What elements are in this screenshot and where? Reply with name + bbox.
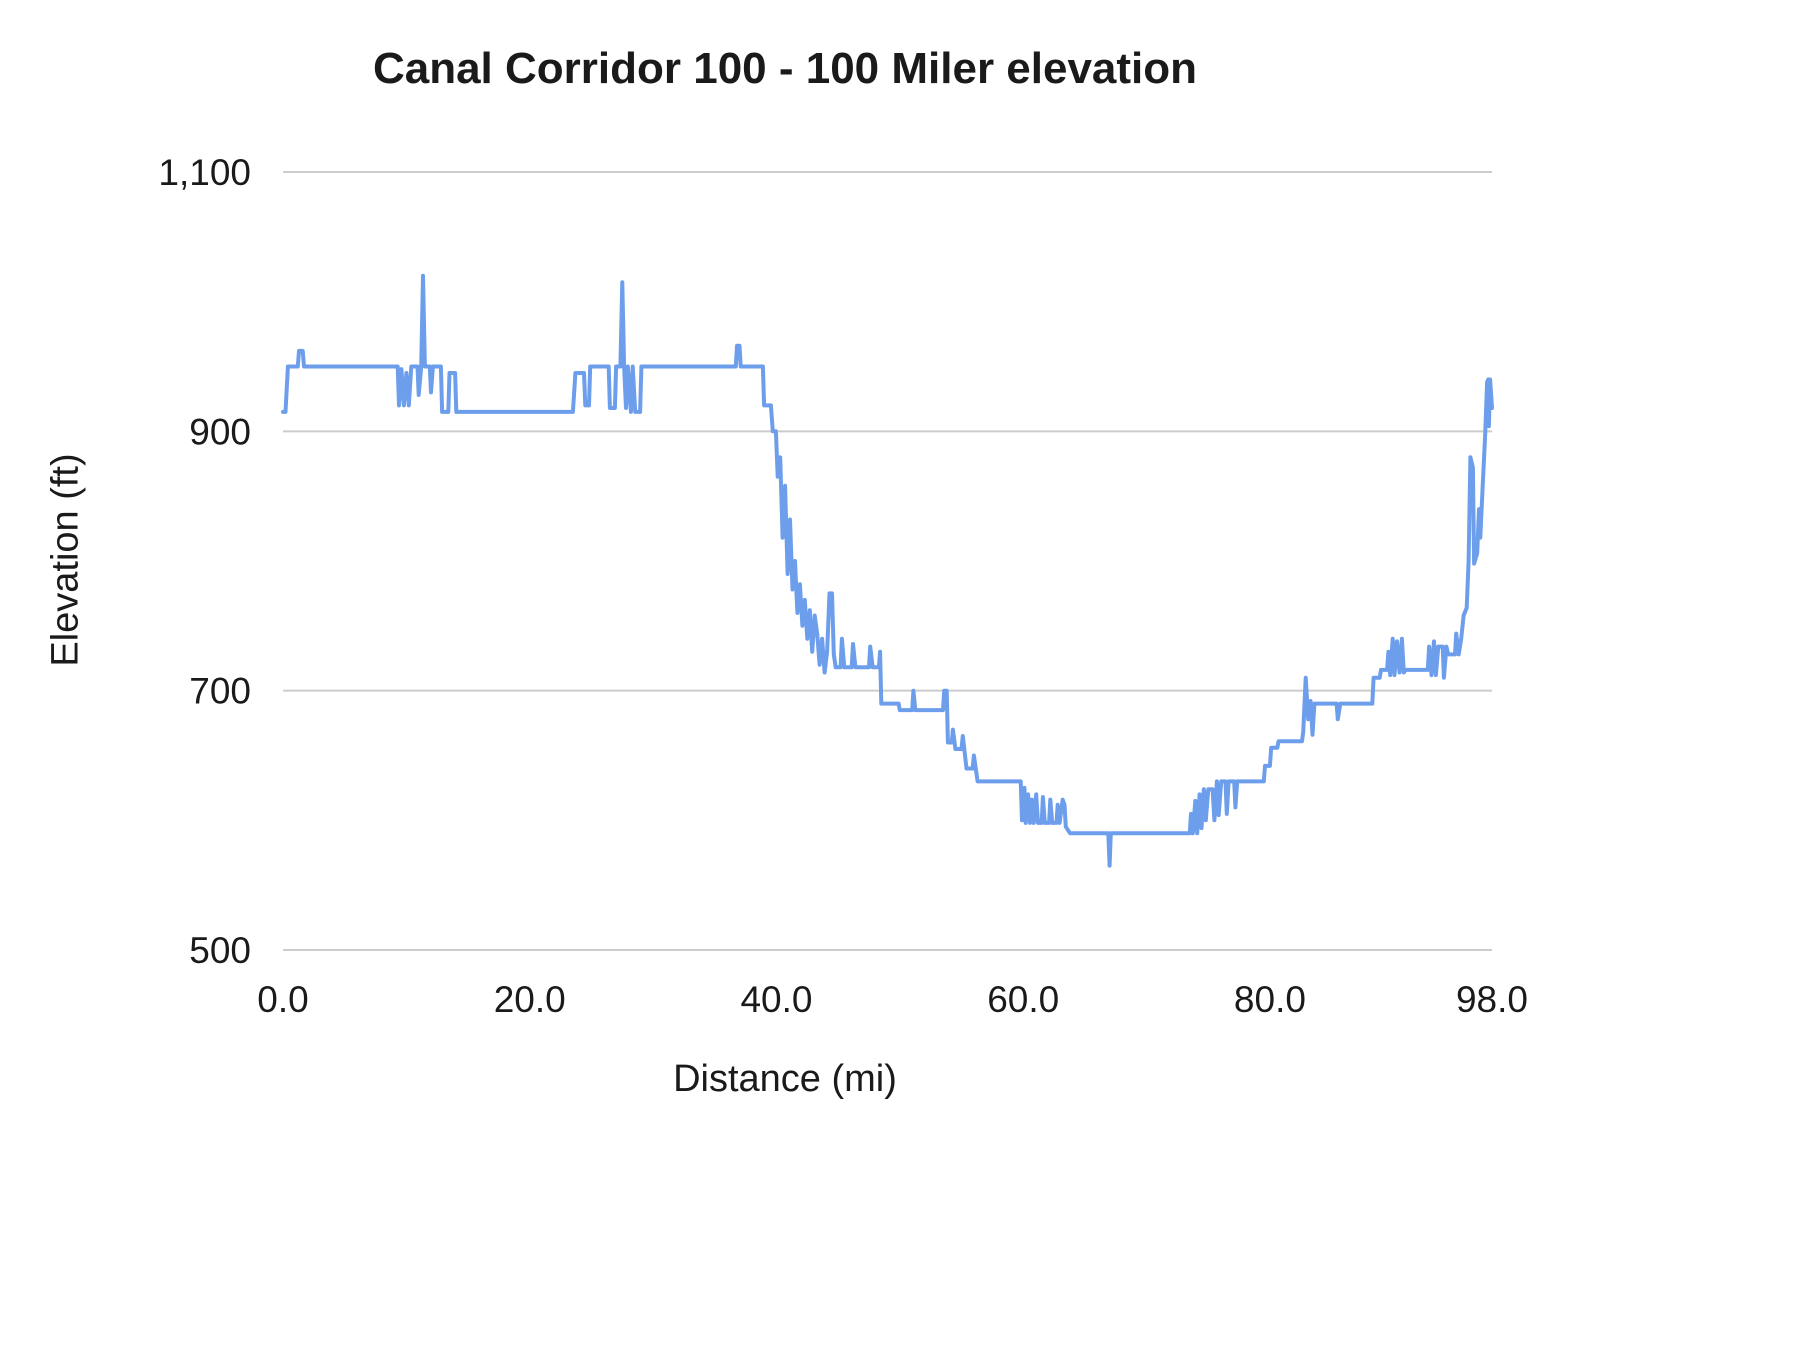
x-axis-title: Distance (mi) bbox=[673, 1058, 897, 1100]
y-tick-label: 1,100 bbox=[158, 152, 251, 193]
x-tick-label: 98.0 bbox=[1456, 979, 1528, 1020]
y-tick-label: 700 bbox=[189, 671, 251, 712]
y-tick-label: 500 bbox=[189, 930, 251, 971]
y-tick-label: 900 bbox=[189, 411, 251, 452]
chart-title: Canal Corridor 100 - 100 Miler elevation bbox=[372, 44, 1198, 93]
x-tick-label: 40.0 bbox=[740, 979, 812, 1020]
y-axis-title: Elevation (ft) bbox=[44, 453, 87, 667]
x-tick-label: 0.0 bbox=[257, 979, 308, 1020]
elevation-series-line bbox=[281, 273, 1494, 868]
x-tick-label: 20.0 bbox=[494, 979, 566, 1020]
x-tick-label: 60.0 bbox=[987, 979, 1059, 1020]
x-tick-label: 80.0 bbox=[1234, 979, 1306, 1020]
